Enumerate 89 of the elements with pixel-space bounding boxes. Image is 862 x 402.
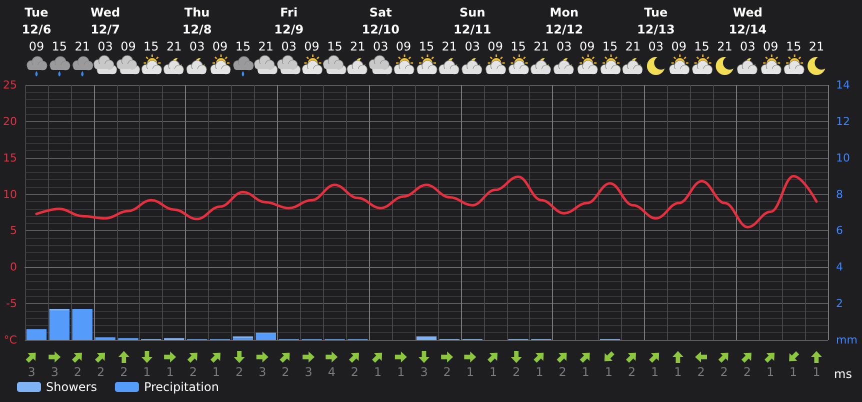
- x-tick-label: 15: [510, 40, 526, 54]
- data-label: 2: [350, 365, 359, 379]
- data-label: 2: [282, 365, 290, 379]
- y-tick-label: 15: [2, 151, 17, 164]
- y2-tick-label: 10: [836, 151, 850, 164]
- y2-tick-label: 4: [836, 260, 843, 274]
- data-label: 2: [235, 365, 244, 379]
- data-label: 1: [397, 365, 405, 379]
- y-tick-label: 5: [10, 224, 17, 238]
- data-label: 1: [489, 365, 498, 379]
- x-tick-label: Wed 12/7 03: [90, 6, 120, 54]
- x-tick-label: 21: [166, 40, 182, 54]
- bar: [49, 310, 70, 340]
- data-label: 2: [720, 365, 728, 379]
- x-tick-label: 15: [418, 40, 434, 54]
- x-tick-label: 21: [625, 40, 641, 54]
- data-label: 1: [604, 365, 613, 379]
- data-label: 1: [674, 365, 682, 379]
- data-label: 3: [50, 365, 58, 379]
- bar: [416, 336, 437, 340]
- y2-tick-label: mm: [836, 334, 858, 346]
- bar: [72, 309, 92, 340]
- data-label: 1: [466, 365, 474, 379]
- data-label: 1: [812, 365, 820, 379]
- x-tick-label: 21: [258, 40, 274, 54]
- x-tick-label: 21: [74, 40, 90, 54]
- bar: [26, 329, 47, 340]
- y2-tick-label: 14: [836, 78, 850, 92]
- y-tick-label: 25: [2, 78, 17, 92]
- data-label: 2: [74, 365, 82, 379]
- bar: [256, 334, 276, 340]
- x-tick-label: 15: [327, 40, 342, 54]
- data-label: 1: [766, 365, 774, 379]
- text: ms: [834, 367, 852, 381]
- x-tick-label: 21: [717, 40, 732, 54]
- x-tick-label: 09: [304, 40, 320, 54]
- data-label: 1: [582, 365, 590, 379]
- x-tick-label: 09: [763, 40, 778, 54]
- x-tick-label: 09: [120, 40, 136, 54]
- x-tick-label: Tue 12/6 09: [22, 6, 52, 54]
- data-label: 2: [558, 365, 566, 379]
- data-label: 3: [304, 365, 312, 379]
- x-tick-label: 21: [534, 40, 549, 54]
- data-label: 1: [536, 365, 544, 379]
- x-tick-label: 15: [786, 40, 802, 54]
- y2-tick-label: 12: [836, 114, 850, 128]
- y2-tick-label: 6: [836, 224, 843, 238]
- x-tick-label: 09: [396, 40, 412, 54]
- y-tick-label: 0: [10, 260, 17, 274]
- data-label: 2: [697, 365, 705, 379]
- y-tick-label: 10: [2, 188, 17, 201]
- data-label: 3: [28, 365, 36, 379]
- x-tick-label: 21: [808, 40, 824, 54]
- legend-label: Showers: [46, 380, 97, 394]
- x-tick-label: 09: [488, 40, 503, 54]
- x-tick-label: 15: [52, 40, 68, 54]
- x-tick-label: 15: [144, 40, 159, 54]
- data-label: 4: [328, 365, 336, 379]
- x-tick-label: 09: [212, 40, 228, 54]
- bar: [95, 337, 116, 340]
- data-label: 2: [512, 365, 520, 379]
- data-label: 3: [258, 365, 266, 379]
- legend-label: Precipitation: [144, 380, 219, 394]
- x-tick-label: 15: [235, 40, 251, 54]
- data-label: 2: [443, 365, 451, 379]
- y-tick-label: °C: [4, 334, 18, 346]
- data-label: 1: [166, 365, 174, 379]
- data-label: 2: [628, 365, 636, 379]
- data-label: 1: [212, 365, 220, 379]
- data-label: 2: [189, 365, 197, 379]
- data-label: 1: [143, 365, 151, 379]
- x-tick-label: 15: [602, 40, 618, 54]
- data-label: 1: [374, 365, 382, 379]
- data-label: 1: [790, 365, 798, 379]
- y2-tick-label: 8: [836, 188, 843, 201]
- data-label: 2: [96, 365, 105, 379]
- line-series: [35, 174, 818, 228]
- y-tick-label: -5: [6, 297, 17, 310]
- data-label: 1: [651, 365, 659, 379]
- x-tick-label: Thu 12/8 03: [182, 6, 212, 54]
- x-tick-label: Fri 12/9 03: [274, 6, 304, 54]
- data-label: 2: [743, 365, 752, 379]
- x-tick-label: 21: [350, 40, 366, 54]
- x-tick-label: 15: [694, 40, 710, 54]
- data-label: 3: [420, 365, 428, 379]
- y-tick-label: 20: [2, 114, 17, 128]
- data-label: 2: [120, 365, 128, 379]
- x-tick-label: 09: [579, 40, 595, 54]
- y2-tick-label: 2: [836, 297, 843, 310]
